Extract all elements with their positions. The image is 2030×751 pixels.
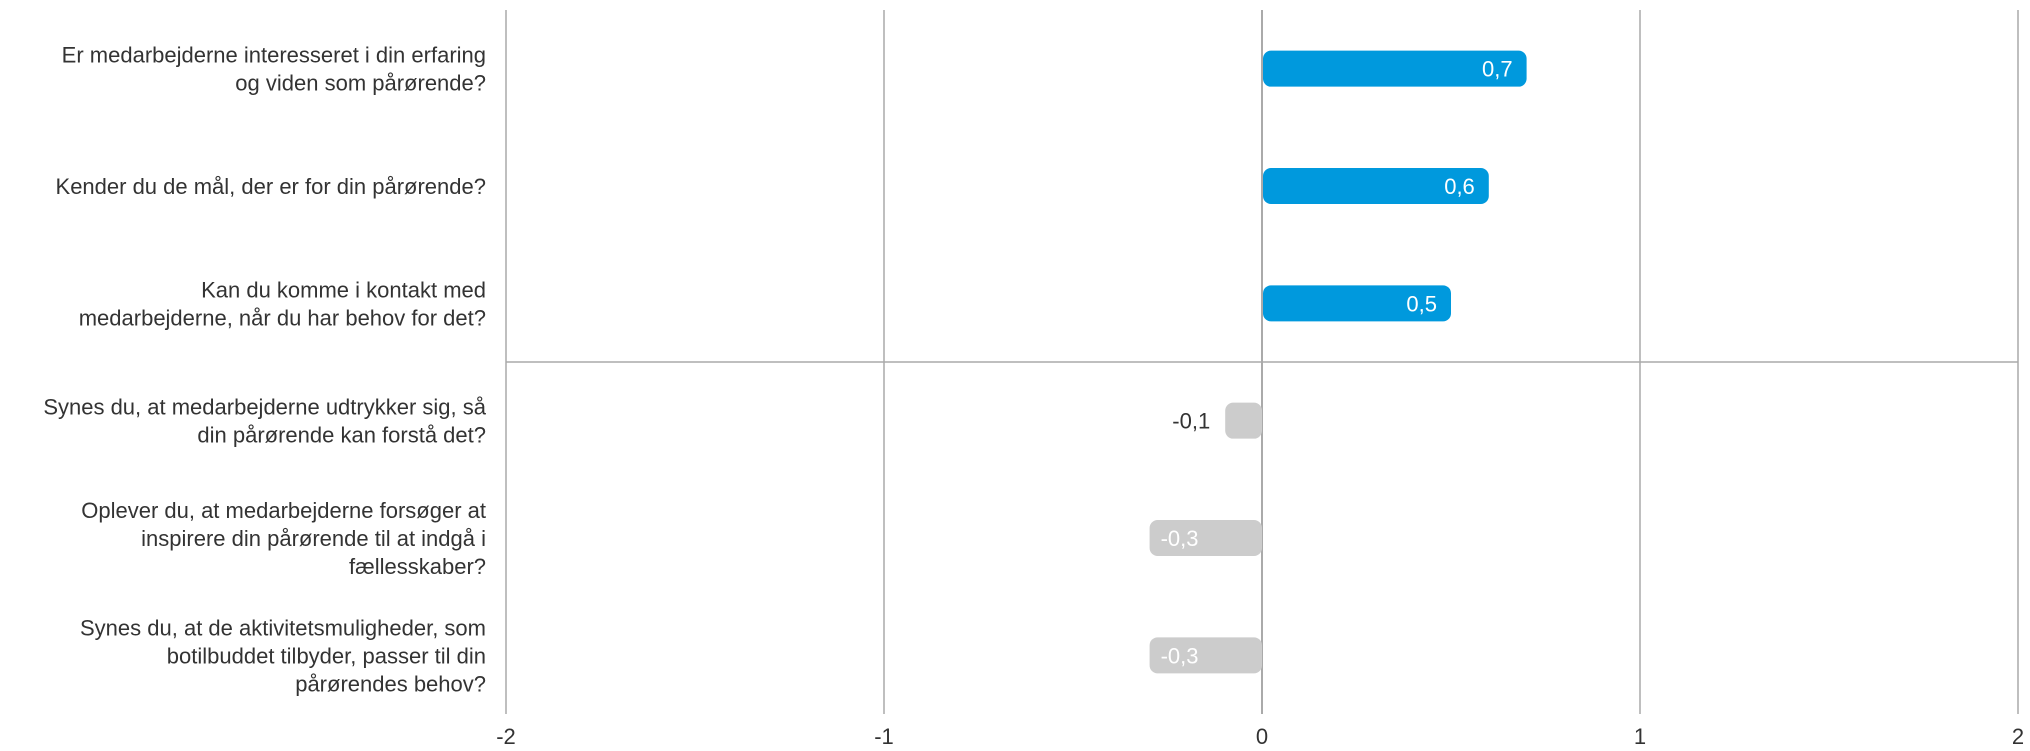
bar-value-label: -0,1 bbox=[1172, 409, 1210, 434]
category-label: Kan du komme i kontakt med medarbejderne,… bbox=[79, 277, 486, 330]
category-label-line: Synes du, at de aktivitetsmuligheder, so… bbox=[80, 615, 486, 640]
category-labels: Er medarbejderne interesseret i din erfa… bbox=[43, 43, 486, 697]
category-label: Er medarbejderne interesseret i din erfa… bbox=[62, 43, 486, 96]
x-axis-ticks: -2 -1 0 1 2 bbox=[496, 724, 2024, 749]
x-tick-label: 2 bbox=[2012, 724, 2024, 749]
bar bbox=[1149, 520, 1262, 556]
category-label-line: din pårørende kan forstå det? bbox=[197, 423, 486, 448]
grid-lines bbox=[505, 10, 2019, 714]
bar-value-label: 0,7 bbox=[1482, 57, 1513, 82]
category-label-line: Kan du komme i kontakt med bbox=[201, 277, 486, 302]
category-label-line: inspirere din pårørende til at indgå i bbox=[141, 526, 486, 551]
category-label-line: medarbejderne, når du har behov for det? bbox=[79, 305, 486, 330]
bar-value-label: 0,6 bbox=[1444, 174, 1475, 199]
bar-value-label: -0,3 bbox=[1161, 526, 1199, 551]
bar bbox=[1225, 402, 1262, 439]
category-label-line: Oplever du, at medarbejderne forsøger at bbox=[81, 498, 486, 523]
bar-value-label: 0,5 bbox=[1406, 291, 1437, 316]
category-label-line: Er medarbejderne interesseret i din erfa… bbox=[62, 43, 486, 68]
bar bbox=[1263, 50, 1527, 87]
category-label-line: pårørendes behov? bbox=[295, 671, 486, 696]
category-label: Kender du de mål, der er for din pårøren… bbox=[56, 174, 486, 199]
x-tick-label: -2 bbox=[496, 724, 516, 749]
bar bbox=[1263, 168, 1489, 204]
bar bbox=[1263, 285, 1451, 322]
x-tick-label: 0 bbox=[1256, 724, 1268, 749]
category-label-line: botilbuddet tilbyder, passer til din bbox=[167, 643, 486, 668]
bar-value-label: -0,3 bbox=[1161, 643, 1199, 668]
category-label: Synes du, at medarbejderne udtrykker sig… bbox=[43, 395, 486, 448]
x-tick-label: -1 bbox=[874, 724, 894, 749]
x-tick-label: 1 bbox=[1634, 724, 1646, 749]
category-label-line: Synes du, at medarbejderne udtrykker sig… bbox=[43, 395, 486, 420]
category-label-line: Kender du de mål, der er for din pårøren… bbox=[56, 174, 486, 199]
category-label: Oplever du, at medarbejderne forsøger at… bbox=[81, 498, 486, 579]
category-label: Synes du, at de aktivitetsmuligheder, so… bbox=[80, 615, 486, 696]
bars: 0,7 0,6 0,5 -0,1 -0,3 -0,3 bbox=[1149, 50, 1527, 674]
bar bbox=[1149, 637, 1262, 674]
category-label-line: fællesskaber? bbox=[349, 554, 486, 579]
category-label-line: og viden som pårørende? bbox=[235, 71, 486, 96]
